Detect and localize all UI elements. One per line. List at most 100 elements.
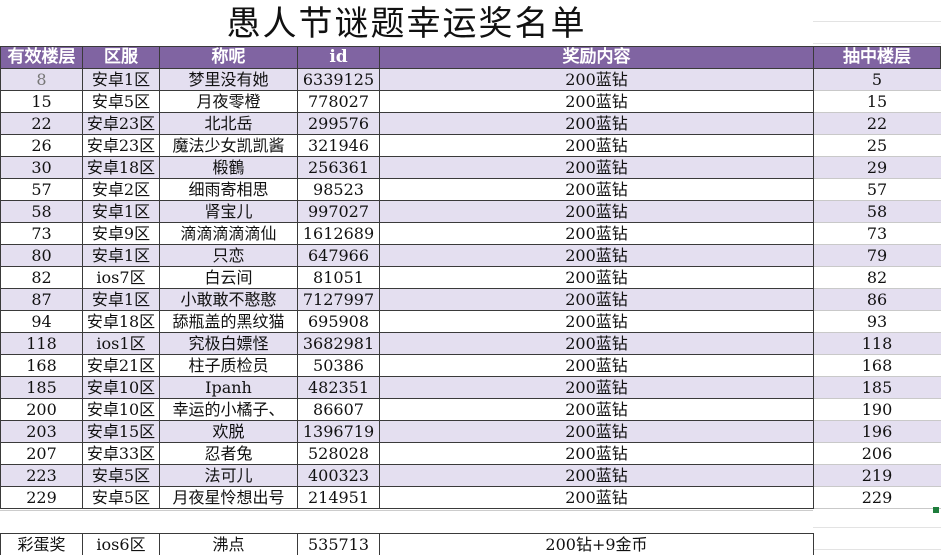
cell-reward[interactable]: 200蓝钻 (379, 178, 814, 201)
cell-server[interactable]: ios1区 (82, 332, 160, 355)
cell-server[interactable]: 安卓10区 (82, 398, 160, 421)
cell-server[interactable]: 安卓18区 (82, 310, 160, 333)
empty-row[interactable] (0, 510, 813, 533)
cell-server[interactable]: 安卓1区 (82, 244, 160, 267)
cell-reward[interactable]: 200蓝钻 (379, 354, 814, 377)
cell-reward[interactable]: 200蓝钻 (379, 156, 814, 179)
header-id[interactable]: id (297, 46, 380, 69)
cell-floor[interactable]: 15 (0, 90, 83, 113)
cell-id[interactable]: 647966 (297, 244, 380, 267)
cell-reward[interactable]: 200蓝钻 (379, 310, 814, 333)
cell-draw-floor[interactable]: 206 (813, 442, 941, 465)
cell-nickname[interactable]: 忍者兔 (159, 442, 298, 465)
cell-reward[interactable]: 200蓝钻 (379, 68, 814, 91)
header-draw-floor[interactable]: 抽中楼层 (813, 46, 941, 69)
cell-id[interactable]: 528028 (297, 442, 380, 465)
cell-id[interactable]: 214951 (297, 486, 380, 509)
bonus-server[interactable]: ios6区 (82, 533, 160, 555)
cell-floor[interactable]: 58 (0, 200, 83, 223)
cell-nickname[interactable]: 月夜零橙 (159, 90, 298, 113)
cell-floor[interactable]: 73 (0, 222, 83, 245)
selection-handle[interactable] (933, 507, 939, 513)
cell-nickname[interactable]: 梦里没有她 (159, 68, 298, 91)
cell-draw-floor[interactable]: 219 (813, 464, 941, 487)
cell-nickname[interactable]: 北北岳 (159, 112, 298, 135)
cell-floor[interactable]: 57 (0, 178, 83, 201)
cell-floor[interactable]: 203 (0, 420, 83, 443)
cell-floor[interactable]: 87 (0, 288, 83, 311)
cell-server[interactable]: 安卓1区 (82, 288, 160, 311)
cell-server[interactable]: 安卓21区 (82, 354, 160, 377)
cell-id[interactable]: 482351 (297, 376, 380, 399)
cell-draw-floor[interactable]: 86 (813, 288, 941, 311)
cell-draw-floor[interactable]: 79 (813, 244, 941, 267)
cell-draw-floor[interactable]: 73 (813, 222, 941, 245)
cell-nickname[interactable]: 欢脱 (159, 420, 298, 443)
cell-id[interactable]: 81051 (297, 266, 380, 289)
cell-floor[interactable]: 82 (0, 266, 83, 289)
cell-floor[interactable]: 30 (0, 156, 83, 179)
cell-draw-floor[interactable]: 15 (813, 90, 941, 113)
cell-id[interactable]: 997027 (297, 200, 380, 223)
bonus-label[interactable]: 彩蛋奖 (0, 533, 83, 555)
header-reward[interactable]: 奖励内容 (379, 46, 814, 69)
cell-draw-floor[interactable]: 185 (813, 376, 941, 399)
header-server[interactable]: 区服 (82, 46, 160, 69)
cell-draw-floor[interactable]: 58 (813, 200, 941, 223)
cell-draw-floor[interactable]: 168 (813, 354, 941, 377)
cell-draw-floor[interactable]: 118 (813, 332, 941, 355)
cell-reward[interactable]: 200蓝钻 (379, 200, 814, 223)
cell-nickname[interactable]: 究极白嫖怪 (159, 332, 298, 355)
cell-nickname[interactable]: 幸运的小橘子、 (159, 398, 298, 421)
cell-draw-floor[interactable]: 5 (813, 68, 941, 91)
cell-server[interactable]: 安卓18区 (82, 156, 160, 179)
cell-nickname[interactable]: 舔瓶盖的黑纹猫 (159, 310, 298, 333)
cell-id[interactable]: 7127997 (297, 288, 380, 311)
cell-nickname[interactable]: 肾宝儿 (159, 200, 298, 223)
cell-draw-floor[interactable]: 57 (813, 178, 941, 201)
cell-nickname[interactable]: 白云间 (159, 266, 298, 289)
cell-reward[interactable]: 200蓝钻 (379, 288, 814, 311)
cell-floor[interactable]: 229 (0, 486, 83, 509)
cell-reward[interactable]: 200蓝钻 (379, 442, 814, 465)
cell-nickname[interactable]: 只恋 (159, 244, 298, 267)
cell-reward[interactable]: 200蓝钻 (379, 464, 814, 487)
cell-server[interactable]: ios7区 (82, 266, 160, 289)
cell-id[interactable]: 86607 (297, 398, 380, 421)
cell-floor[interactable]: 94 (0, 310, 83, 333)
cell-id[interactable]: 695908 (297, 310, 380, 333)
cell-server[interactable]: 安卓1区 (82, 200, 160, 223)
cell-draw-floor[interactable]: 229 (813, 486, 941, 509)
bonus-reward[interactable]: 200钻+9金币 (379, 533, 814, 555)
cell-id[interactable]: 6339125 (297, 68, 380, 91)
cell-id[interactable]: 50386 (297, 354, 380, 377)
cell-reward[interactable]: 200蓝钻 (379, 398, 814, 421)
cell-id[interactable]: 3682981 (297, 332, 380, 355)
cell-reward[interactable]: 200蓝钻 (379, 266, 814, 289)
cell-nickname[interactable]: 柱子质检员 (159, 354, 298, 377)
cell-draw-floor[interactable]: 93 (813, 310, 941, 333)
cell-server[interactable]: 安卓5区 (82, 90, 160, 113)
cell-nickname[interactable]: Ipanh (159, 376, 298, 399)
cell-floor[interactable]: 185 (0, 376, 83, 399)
cell-server[interactable]: 安卓5区 (82, 464, 160, 487)
cell-nickname[interactable]: 月夜星怜想出号 (159, 486, 298, 509)
cell-nickname[interactable]: 椴鶴 (159, 156, 298, 179)
cell-id[interactable]: 321946 (297, 134, 380, 157)
cell-id[interactable]: 778027 (297, 90, 380, 113)
cell-id[interactable]: 256361 (297, 156, 380, 179)
cell-reward[interactable]: 200蓝钻 (379, 376, 814, 399)
cell-server[interactable]: 安卓23区 (82, 134, 160, 157)
cell-server[interactable]: 安卓33区 (82, 442, 160, 465)
cell-reward[interactable]: 200蓝钻 (379, 486, 814, 509)
cell-floor[interactable]: 168 (0, 354, 83, 377)
cell-nickname[interactable]: 细雨寄相思 (159, 178, 298, 201)
cell-reward[interactable]: 200蓝钻 (379, 90, 814, 113)
cell-server[interactable]: 安卓15区 (82, 420, 160, 443)
bonus-nickname[interactable]: 沸点 (159, 533, 298, 555)
cell-nickname[interactable]: 小敢敢不憨憨 (159, 288, 298, 311)
cell-draw-floor[interactable]: 22 (813, 112, 941, 135)
cell-draw-floor[interactable]: 29 (813, 156, 941, 179)
cell-floor[interactable]: 207 (0, 442, 83, 465)
cell-draw-floor[interactable]: 190 (813, 398, 941, 421)
